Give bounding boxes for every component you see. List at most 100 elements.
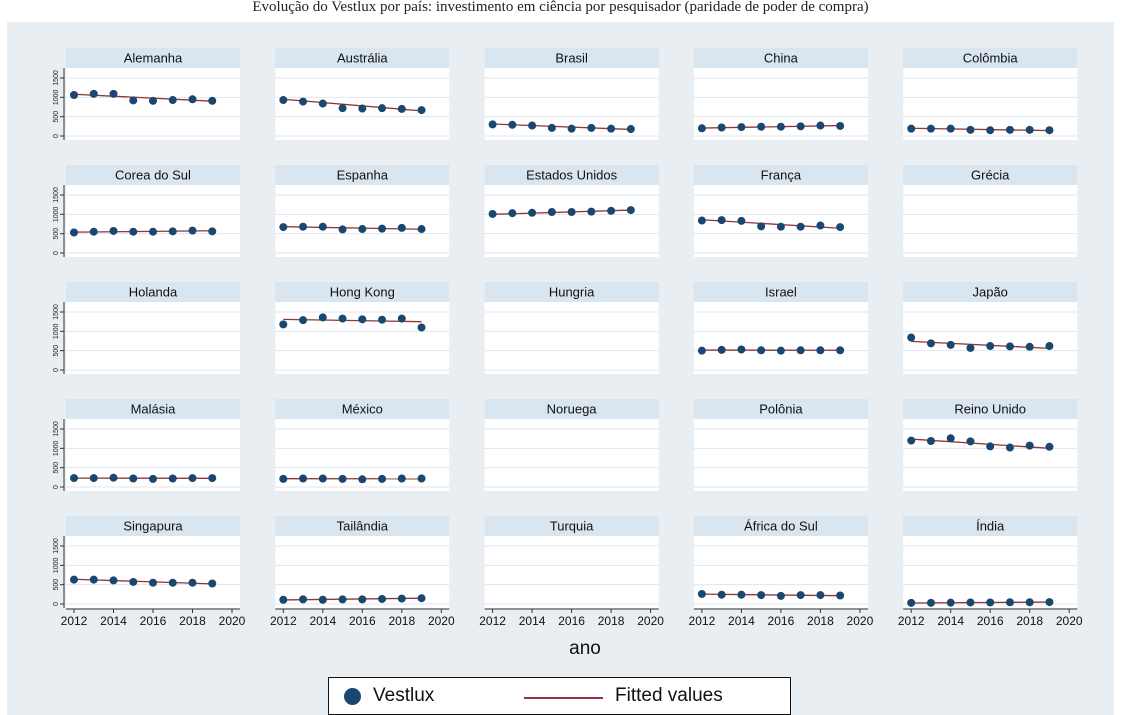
- figure-caption: Evolução do Vestlux por país: investimen…: [252, 0, 869, 15]
- plot-area: [693, 419, 868, 491]
- data-point: [318, 474, 327, 483]
- facet-title: Hong Kong: [330, 285, 395, 300]
- data-point: [417, 323, 426, 332]
- data-point: [417, 474, 426, 483]
- data-point: [338, 104, 347, 113]
- data-point: [836, 223, 845, 232]
- data-point: [816, 221, 825, 230]
- data-point: [417, 225, 426, 234]
- data-point: [70, 228, 78, 237]
- data-point: [488, 209, 497, 218]
- x-tick-label: 2018: [1016, 614, 1043, 628]
- y-tick-label: 1500: [53, 421, 60, 437]
- data-point: [907, 598, 916, 607]
- data-point: [757, 222, 766, 231]
- data-point: [607, 206, 616, 215]
- data-point: [299, 97, 308, 106]
- plot-area: [903, 185, 1078, 257]
- data-point: [488, 120, 497, 129]
- data-point: [836, 591, 845, 600]
- data-point: [946, 340, 955, 349]
- data-point: [299, 474, 308, 483]
- data-point: [737, 216, 746, 225]
- data-point: [109, 473, 118, 482]
- x-tick-label: 2012: [61, 614, 88, 628]
- facet-title: Colômbia: [963, 51, 1019, 66]
- data-point: [129, 227, 138, 236]
- data-point: [508, 209, 517, 218]
- data-point: [528, 121, 537, 130]
- plot-area: [903, 536, 1078, 608]
- data-point: [1005, 443, 1014, 452]
- data-point: [757, 346, 766, 355]
- x-tick-label: 2020: [847, 614, 874, 628]
- x-tick-label: 2014: [728, 614, 755, 628]
- data-point: [129, 474, 138, 483]
- facet-strip: [275, 48, 450, 68]
- data-point: [697, 589, 706, 598]
- data-point: [907, 333, 916, 342]
- data-point: [70, 91, 78, 100]
- data-point: [926, 339, 935, 348]
- data-point: [378, 315, 387, 324]
- facet-strip: [66, 48, 240, 68]
- plot-area: [66, 185, 240, 257]
- facet-title: Austrália: [337, 51, 388, 66]
- y-tick-label: 0: [53, 251, 60, 255]
- facet-title: Israel: [765, 285, 797, 300]
- facet-title: Holanda: [129, 285, 178, 300]
- data-point: [188, 474, 197, 483]
- data-point: [188, 578, 197, 587]
- data-point: [397, 104, 406, 113]
- data-point: [986, 342, 995, 351]
- facet-title: Singapura: [123, 519, 183, 534]
- legend-marker-label: Vestlux: [373, 685, 435, 706]
- y-tick-label: 500: [53, 579, 60, 591]
- x-tick-label: 2020: [1056, 614, 1083, 628]
- facet-strip: [903, 165, 1078, 185]
- data-point: [129, 577, 138, 586]
- data-point: [397, 474, 406, 483]
- y-tick-label: 500: [53, 111, 60, 123]
- facet-strip: [66, 165, 240, 185]
- facet-strip: [275, 165, 450, 185]
- plot-area: [903, 419, 1078, 491]
- x-tick-label: 2012: [898, 614, 925, 628]
- y-tick-label: 500: [53, 462, 60, 474]
- data-point: [776, 222, 785, 231]
- data-point: [776, 122, 785, 131]
- facet-strip: [903, 282, 1078, 302]
- data-point: [188, 95, 197, 104]
- data-point: [1045, 598, 1054, 607]
- data-point: [1045, 342, 1054, 351]
- facet-strip: [66, 282, 240, 302]
- facet-strip: [275, 282, 450, 302]
- y-tick-label: 1500: [53, 538, 60, 554]
- data-point: [796, 122, 805, 131]
- x-axis-title: ano: [569, 638, 601, 659]
- facet-strip: [693, 282, 868, 302]
- x-tick-label: 2016: [140, 614, 167, 628]
- x-tick-label: 2014: [100, 614, 127, 628]
- facet-title: Polônia: [759, 402, 803, 417]
- data-point: [208, 579, 217, 588]
- data-point: [508, 120, 517, 129]
- data-point: [1025, 598, 1034, 607]
- facet-title: México: [342, 402, 383, 417]
- facet-strip: [275, 516, 450, 536]
- y-tick-label: 500: [53, 228, 60, 240]
- data-point: [697, 216, 706, 225]
- facet-strip: [484, 399, 659, 419]
- data-point: [986, 598, 995, 607]
- x-tick-label: 2018: [598, 614, 625, 628]
- data-point: [757, 122, 766, 131]
- data-point: [338, 595, 347, 604]
- data-point: [1005, 125, 1014, 134]
- data-point: [89, 227, 98, 236]
- facet-title: Índia: [976, 519, 1005, 534]
- data-point: [1025, 441, 1034, 450]
- facet-title: Espanha: [337, 168, 389, 183]
- data-point: [299, 316, 308, 325]
- facet-title: Grécia: [971, 168, 1010, 183]
- data-point: [338, 314, 347, 323]
